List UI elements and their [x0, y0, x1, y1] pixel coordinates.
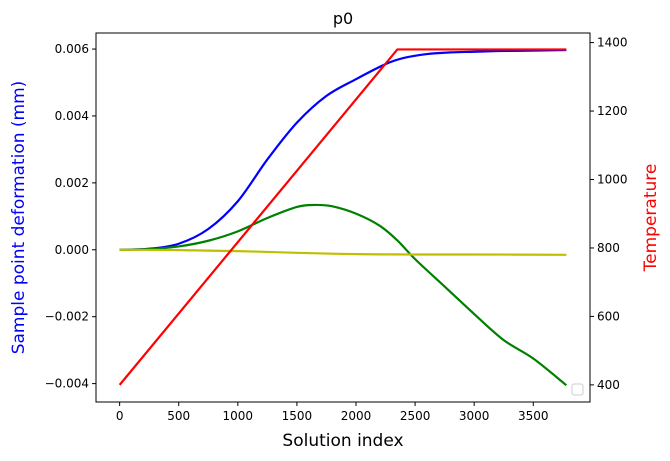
x-tick-label: 0 — [116, 409, 124, 423]
plot-lines — [118, 48, 568, 387]
y2-axis-label: Temperature — [641, 164, 661, 273]
y2-axis-ticks: 400 600 800 1000 1200 1400 — [590, 36, 628, 392]
y-tick-label: −0.004 — [45, 377, 89, 391]
legend-box — [571, 383, 584, 396]
y2-tick-label: 800 — [597, 241, 620, 255]
series-line-0 — [119, 48, 567, 251]
x-tick-label: 1000 — [223, 409, 254, 423]
y2-tick-label: 1000 — [597, 173, 628, 187]
x-tick-label: 1500 — [282, 409, 313, 423]
y-tick-label: 0.002 — [55, 176, 89, 190]
y-tick-label: 0.006 — [55, 42, 89, 56]
x-tick-label: 2500 — [400, 409, 431, 423]
y-tick-label: −0.002 — [45, 310, 89, 324]
y-tick-label: 0.000 — [55, 243, 89, 257]
y-axis-ticks: −0.004 −0.002 0.000 0.002 0.004 0.006 — [45, 42, 96, 391]
x-tick-label: 3500 — [518, 409, 549, 423]
y2-tick-label: 1200 — [597, 104, 628, 118]
y2-tick-label: 400 — [597, 378, 620, 392]
y-tick-label: 0.004 — [55, 109, 89, 123]
y-axis-label: Sample point deformation (mm) — [9, 81, 29, 355]
y2-tick-label: 1400 — [597, 36, 628, 50]
series-line-3 — [118, 48, 567, 386]
chart-title: p0 — [333, 9, 353, 28]
x-axis-label: Solution index — [282, 431, 403, 451]
x-axis-ticks: 0 500 1000 1500 2000 2500 3000 3500 — [116, 402, 549, 423]
x-tick-label: 3000 — [459, 409, 490, 423]
y2-tick-label: 600 — [597, 309, 620, 323]
plot-frame — [95, 32, 591, 403]
x-tick-label: 500 — [167, 409, 190, 423]
series-line-1 — [119, 203, 568, 387]
series-line-2 — [119, 248, 567, 256]
x-tick-label: 2000 — [341, 409, 372, 423]
